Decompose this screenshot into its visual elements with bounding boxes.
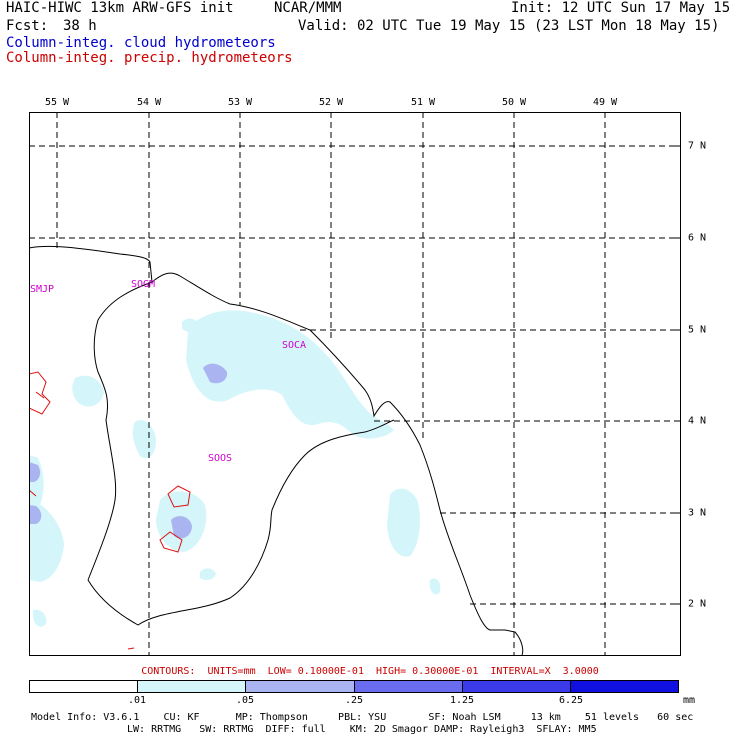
station-label: SOOS: [208, 453, 233, 464]
cloud-shading: [29, 310, 441, 627]
colorbar-label: 6.25: [558, 695, 584, 706]
frame-ticks: [56, 112, 680, 605]
lat-label: 5 N: [688, 324, 707, 336]
colorbar-bin: [246, 681, 355, 692]
precip-contours: [29, 371, 191, 650]
lon-label: 50 W: [501, 97, 527, 108]
colorbar-unit: mm: [683, 695, 696, 706]
lon-label: 52 W: [318, 97, 344, 108]
colorbar-bin: [462, 681, 571, 692]
valid-time: Valid: 02 UTC Tue 19 May 15 (23 LST Mon …: [298, 18, 720, 34]
colorbar: [29, 680, 679, 693]
colorbar-label: .25: [344, 695, 364, 706]
station-label: SMJP: [30, 284, 55, 295]
colorbar-label: .01: [127, 695, 147, 706]
contour-info: CONTOURS: UNITS=mm LOW= 0.10000E-01 HIGH…: [141, 666, 599, 677]
station-label: SOGM: [131, 279, 156, 290]
init-time: Init: 12 UTC Sun 17 May 15: [511, 0, 731, 16]
model-title: HAIC-HIWC 13km ARW-GFS init: [6, 0, 234, 16]
lon-label: 54 W: [136, 97, 162, 108]
colorbar-bin: [354, 681, 463, 692]
field-cloud-title: Column-integ. cloud hydrometeors: [6, 35, 276, 51]
coastline: [29, 245, 524, 655]
colorbar-bin: [30, 681, 139, 692]
lat-label: 2 N: [688, 598, 707, 610]
lat-label: 6 N: [688, 232, 707, 244]
station-label: SOCA: [282, 340, 307, 351]
field-precip-title: Column-integ. precip. hydrometeors: [6, 50, 293, 66]
lat-label: 4 N: [688, 415, 707, 427]
colorbar-label: 1.25: [449, 695, 475, 706]
colorbar-bin: [138, 681, 247, 692]
lon-label: 53 W: [227, 97, 253, 108]
model-info-line2: LW: RRTMG SW: RRTMG DIFF: full KM: 2D Sm…: [127, 724, 597, 735]
model-info-line1: Model Info: V3.6.1 CU: KF MP: Thompson P…: [31, 712, 694, 723]
organization: NCAR/MMM: [274, 0, 342, 16]
lon-label: 49 W: [592, 97, 618, 108]
lon-label: 51 W: [410, 97, 436, 108]
colorbar-bin: [570, 681, 679, 692]
cloud-shading-moderate: [29, 363, 228, 539]
lat-label: 3 N: [688, 507, 707, 519]
lat-label: 7 N: [688, 140, 707, 152]
colorbar-label: .05: [235, 695, 255, 706]
forecast-hours: 38 h: [63, 18, 97, 34]
forecast-label: Fcst:: [6, 18, 49, 34]
latlon-grid: [29, 112, 680, 655]
lon-label: 55 W: [44, 97, 70, 108]
map-frame: [29, 112, 681, 656]
